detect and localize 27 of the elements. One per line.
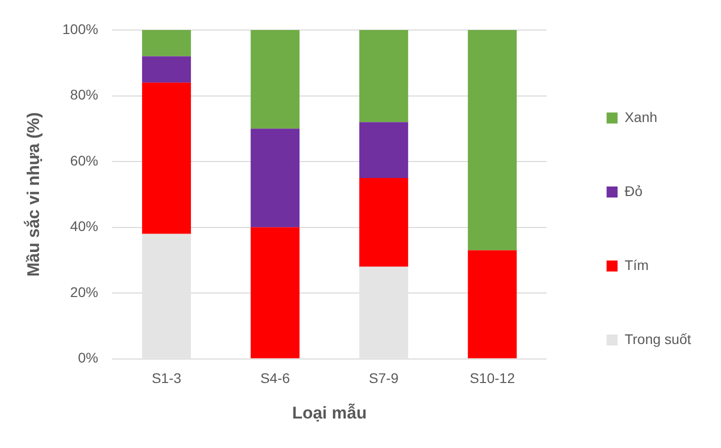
y-tick-label: 60% [70,152,98,168]
bar [142,30,191,56]
x-axis-title: Loại mẫu [292,403,367,422]
x-tick-label: S10-12 [470,370,516,386]
bar [359,122,408,178]
bar [250,227,300,358]
y-tick-label: 20% [70,284,98,300]
bar [359,178,408,267]
bar [250,30,300,129]
legend-label: Xanh [624,108,658,125]
y-tick-label: 40% [70,218,98,234]
legend-label: Đỏ [624,182,643,199]
bar [468,30,517,250]
x-tick-label: S1-3 [152,370,182,386]
bar [468,250,517,358]
bar [359,30,408,122]
bar [250,128,300,228]
bar [142,82,191,234]
legend-label: Tím [624,256,649,273]
y-axis-title: Mầu sắc vi nhựa (%) [22,112,43,277]
bar [142,56,191,83]
y-tick-label: 80% [70,86,98,103]
x-tick-label: S7-9 [368,370,399,386]
y-tick-label: 100% [62,20,98,37]
x-tick-label: S4-6 [260,370,290,386]
y-tick-label: 0% [78,350,98,366]
legend-label: Trong suốt [624,330,692,347]
